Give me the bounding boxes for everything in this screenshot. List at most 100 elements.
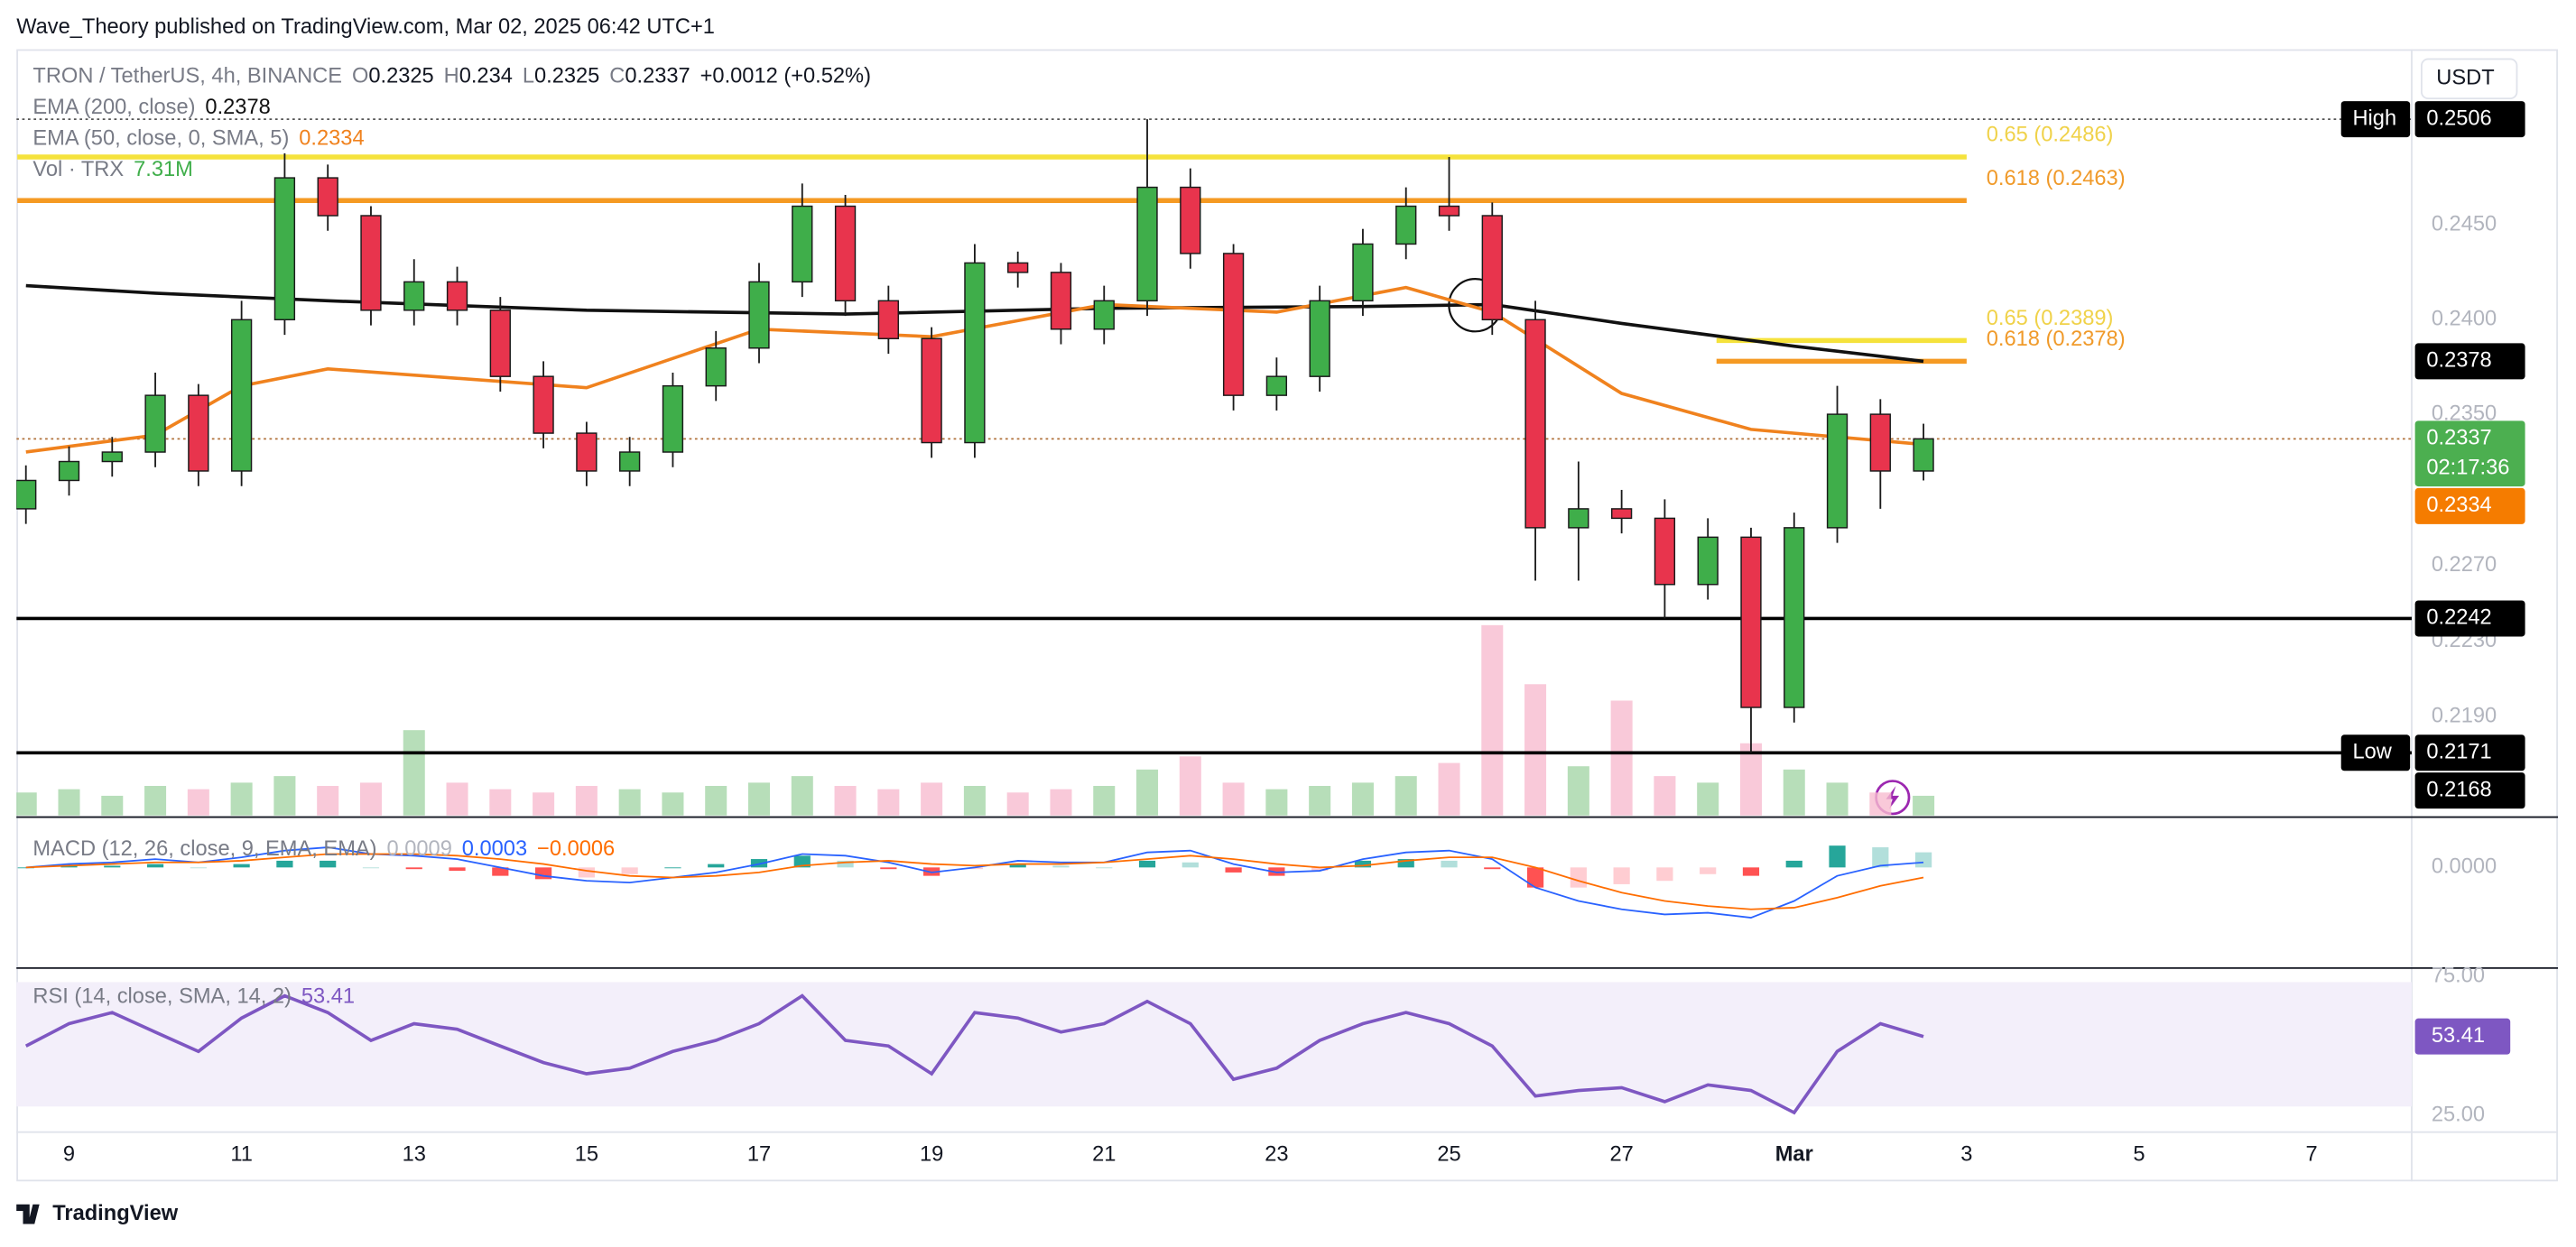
price-badge-label: 0.2506 [2426,106,2491,130]
volume-bar [230,782,253,816]
macd-histogram [1914,852,1932,868]
volume-bar [1309,786,1331,816]
volume-bar [1136,769,1159,816]
rsi-legend: RSI (14, close, SMA, 14, 2) 53.41 [32,985,355,1009]
candle-body [748,281,770,349]
rsi-badge [2414,1018,2511,1055]
price-badge-label: 0.2337 [2426,427,2491,450]
rsi-line [24,993,1924,1115]
brand-logo [16,1204,40,1224]
macd-histogram [1526,867,1544,888]
x-tick-label: 17 [747,1142,771,1166]
ohlc-value: 0.234 [459,65,513,88]
volume-bar [1610,700,1633,816]
volume-bar [834,786,857,816]
y-tick-label: 0.2190 [2432,705,2497,728]
volume-bar [1050,789,1072,816]
volume-bar [533,792,555,816]
y-tick-label: 0.0000 [2432,855,2497,879]
price-badge [2414,487,2525,524]
volume-bar [1826,782,1849,816]
candle-body [273,177,296,321]
macd-histogram [837,860,854,868]
legend-item: EMA (200, close) 0.2378 [32,96,270,119]
macd-histogram [320,860,337,868]
x-tick-label: 3 [1960,1142,1972,1166]
legend-name: EMA (200, close) [32,96,195,119]
candle-body [1438,205,1460,217]
macd-histogram [60,865,78,868]
plot-area: 0.65 (0.2486) 0.618 (0.2463) 0.65 (0.2389)… [16,118,2412,1115]
candle-body [964,262,986,444]
alert-bolt[interactable] [1886,786,1900,809]
legend-value: 0.0009 [387,837,452,861]
volume-bar [791,776,813,816]
volume-bar [1783,769,1805,816]
chart-frame [16,49,2558,1182]
candle-body [446,281,468,311]
tag-badge [2340,734,2411,771]
volume-bar [144,786,167,816]
candle-body [705,347,727,387]
macd-histogram [1829,845,1846,868]
x-tick-label: 23 [1265,1142,1288,1166]
currency[interactable]: USDT [2436,67,2494,90]
candle-body [1050,272,1072,330]
volume-bar [618,789,641,816]
tag-label: High [2352,106,2396,130]
macd-histogram [492,867,509,876]
candle-body [1826,413,1849,529]
x-tick-label: 9 [63,1142,75,1166]
price-badge-label: 0.2334 [2426,494,2491,517]
legend-value: 0.2334 [299,127,364,151]
candle-body [619,451,641,472]
candle-body [1309,300,1330,377]
macd-histogram [1484,867,1501,870]
legend-item: Vol · TRX 7.31M [32,158,192,181]
candle-body [921,337,942,444]
volume-bar [1265,789,1288,816]
candle-body [58,460,80,482]
macd-histogram [1570,867,1587,888]
macd-histogram [1656,867,1673,882]
volume-bar [1438,762,1460,816]
candle-body [489,309,511,377]
volume-bar [1093,786,1116,816]
macd-histogram [664,867,681,869]
candle-body [877,300,899,339]
macd-histogram [708,864,725,868]
ohlc-key: H [444,65,459,88]
price-badge [2414,600,2525,637]
candle-body [1784,527,1805,708]
candle-body [1568,508,1589,529]
currency-button[interactable] [2420,58,2518,100]
volume-bar [58,789,80,816]
ohlc-value: 0.2325 [534,65,599,88]
legend-value: 0.2378 [205,96,270,119]
macd-histogram [1785,860,1802,868]
candle-body [662,384,684,453]
fib-label: 0.65 (0.2486) [1987,124,2114,147]
macd-histogram [146,864,164,868]
y-tick-label: 0.2450 [2432,213,2497,236]
volume-bar [1739,743,1762,816]
macd-histogram [1354,860,1372,868]
volume-bar [1395,776,1417,816]
candle-body [1136,186,1158,302]
tag-label: Low [2352,741,2392,764]
y-tick-label: 75.00 [2432,964,2485,987]
volume-bar [1869,792,1892,816]
candle-body [403,281,425,311]
candle-body [1395,205,1417,245]
y-tick-label: 25.00 [2432,1103,2485,1126]
macd-histogram [1181,862,1199,868]
x-tick-label: Mar [1775,1142,1813,1166]
volume-bar [187,789,209,816]
volume-bar [403,730,425,816]
x-tick-label: 11 [230,1142,253,1166]
volume-bar [446,782,468,816]
rsi-band [16,982,2412,1107]
macd-histogram [190,867,207,869]
price-badge-label: 0.2171 [2426,741,2491,764]
